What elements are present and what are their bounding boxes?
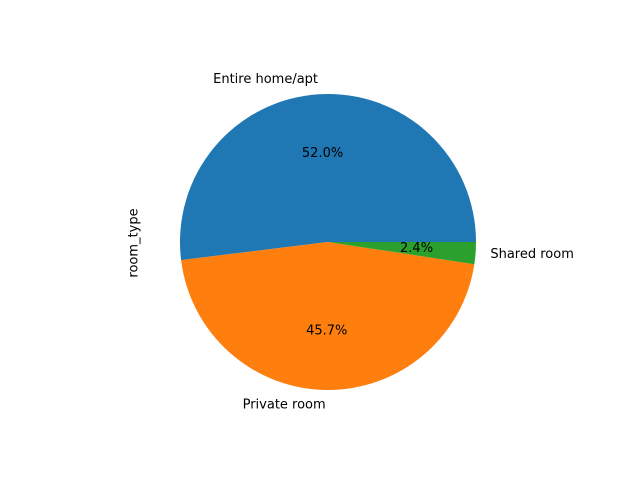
slice-label-private-room: Private room — [243, 397, 326, 412]
y-axis-label: room_type — [127, 208, 142, 277]
slice-percent-private-room: 45.7% — [306, 323, 347, 338]
slice-label-shared-room: Shared room — [490, 247, 574, 262]
pie-slice-entire-home-apt — [180, 94, 476, 261]
slice-percent-entire-home-apt: 52.0% — [302, 146, 343, 161]
pie-slice-shared-room — [328, 242, 476, 265]
slice-label-entire-home-apt: Entire home/apt — [213, 72, 318, 87]
pie-labels: Entire home/apt 52.0% Private room 45.7% Sha… — [213, 72, 574, 412]
pie-slices — [180, 94, 476, 391]
slice-percent-shared-room: 2.4% — [400, 241, 433, 256]
pie-slice-private-room — [181, 242, 475, 391]
